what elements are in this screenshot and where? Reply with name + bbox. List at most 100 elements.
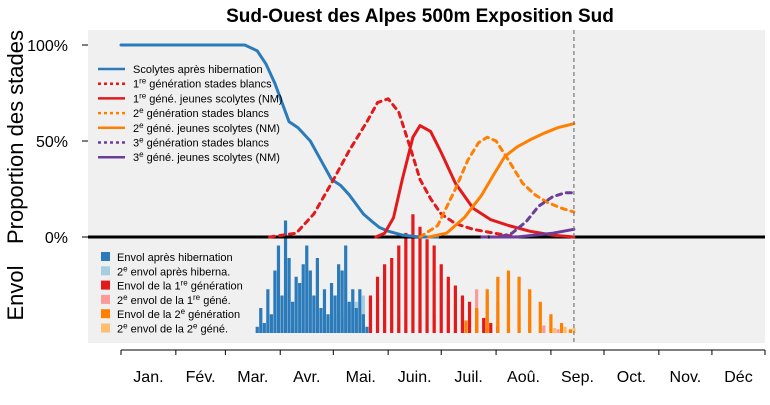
flight-bar <box>361 314 365 333</box>
flight-bar <box>439 264 443 333</box>
flight-bars <box>255 214 576 333</box>
flight-bar <box>563 326 567 333</box>
flight-bar <box>315 258 319 333</box>
legend-label: 2e envol de la 1re géné. <box>117 292 231 307</box>
flight-bar <box>273 270 277 333</box>
y-tick-label: 100% <box>27 38 68 55</box>
flight-bar <box>262 323 266 333</box>
flight-bar <box>568 329 572 333</box>
flight-bar <box>344 245 348 333</box>
flight-bar <box>538 301 542 333</box>
flight-bar <box>411 214 415 333</box>
flight-bar <box>269 314 273 333</box>
flight-bar <box>482 318 486 333</box>
flight-bar <box>453 285 457 333</box>
flight-bar <box>467 301 472 333</box>
flight-bar <box>517 276 521 333</box>
flight-bar <box>383 264 387 333</box>
month-label: Aoû. <box>507 369 540 386</box>
flight-bar <box>375 276 380 333</box>
legend-label: Envol après hibernation <box>117 252 233 264</box>
flight-bar <box>276 245 281 333</box>
flight-bar <box>528 289 532 333</box>
y-axis-label-bottom: Envol <box>3 265 28 320</box>
flight-bar <box>489 323 493 333</box>
month-label: Mar. <box>237 369 268 386</box>
flight-bar <box>266 289 270 333</box>
series-line <box>427 122 576 239</box>
flight-bar <box>552 328 557 333</box>
flight-bar <box>322 289 327 333</box>
flight-bar <box>358 289 362 333</box>
flight-bar <box>351 289 355 333</box>
series-line <box>489 227 576 239</box>
flight-bar <box>354 308 358 333</box>
flight-bar <box>446 276 450 333</box>
stage-curves <box>119 43 576 239</box>
legend-label: 2e envol après hiberna. <box>117 264 230 279</box>
month-label: Sep. <box>561 369 594 386</box>
legend-swatch <box>101 323 110 333</box>
series-line <box>418 135 576 239</box>
month-label: Juin. <box>398 369 432 386</box>
flight-bar <box>572 328 576 333</box>
flight-bar <box>506 270 511 333</box>
series-line <box>268 97 519 239</box>
legend-label: 2e génération stades blancs <box>133 106 269 121</box>
y-tick-label: 50% <box>36 134 68 151</box>
legend-label: 2e envol de la 2e géné. <box>117 321 228 336</box>
flight-bar <box>390 258 394 333</box>
flight-bar <box>475 308 479 333</box>
flight-bar <box>280 295 284 333</box>
flight-bar <box>418 226 422 333</box>
legend-label: 3e génération stades blancs <box>133 135 269 150</box>
flight-bar <box>287 258 291 333</box>
legend-swatch <box>101 280 110 290</box>
series-line <box>374 124 576 239</box>
flight-bar <box>291 301 295 333</box>
flight-bar <box>496 276 500 333</box>
flight-bar <box>556 329 560 333</box>
legend-swatch <box>101 294 110 304</box>
flight-bar <box>549 314 553 333</box>
month-label: Avr. <box>293 369 320 386</box>
flight-bar <box>485 289 489 333</box>
flight-bar <box>294 276 298 333</box>
flight-bar <box>259 308 263 333</box>
flight-bar <box>464 320 468 333</box>
flight-bar <box>397 245 401 333</box>
flight-bar <box>542 325 546 333</box>
x-axis-ticks: Jan. Fév. Mar. Avr. Mai. Juin. Juil. Aoû. Sep. Oc… <box>120 350 766 386</box>
legend-label: 2e géné. jeunes scolytes (NM) <box>133 120 280 135</box>
flight-bar <box>365 326 369 333</box>
flight-bar <box>404 233 408 333</box>
legend-label: Scolytes après hibernation <box>133 64 263 76</box>
legend-swatch <box>101 266 110 276</box>
legend-label: 1re génération stades blancs <box>133 76 272 91</box>
flight-bar <box>559 323 564 333</box>
chart-title: Sud-Ouest des Alpes 500m Exposition Sud <box>226 6 614 27</box>
flight-bar <box>329 283 334 333</box>
flight-bar <box>460 295 465 333</box>
flight-bar <box>305 245 309 333</box>
flight-bar <box>308 270 312 333</box>
month-label: Jan. <box>133 369 163 386</box>
month-label: Nov. <box>670 369 702 386</box>
flight-bar <box>425 239 429 333</box>
flight-bar <box>368 295 373 333</box>
flight-bar <box>319 308 323 333</box>
y-tick-label: 0% <box>45 230 68 247</box>
month-label: Oct. <box>617 369 646 386</box>
legend-label: 1re géné. jeunes scolytes (NM) <box>133 91 283 106</box>
legend-label: Envol de la 1re génération <box>117 278 243 293</box>
flight-bar <box>347 301 351 333</box>
legend-swatch <box>101 309 110 319</box>
flight-bar <box>333 295 337 333</box>
flight-bar <box>283 220 288 333</box>
legend-label: Envol de la 2e génération <box>117 307 240 322</box>
month-label: Mai. <box>346 369 376 386</box>
y-axis-label-top: Proportion des stades <box>3 30 28 244</box>
